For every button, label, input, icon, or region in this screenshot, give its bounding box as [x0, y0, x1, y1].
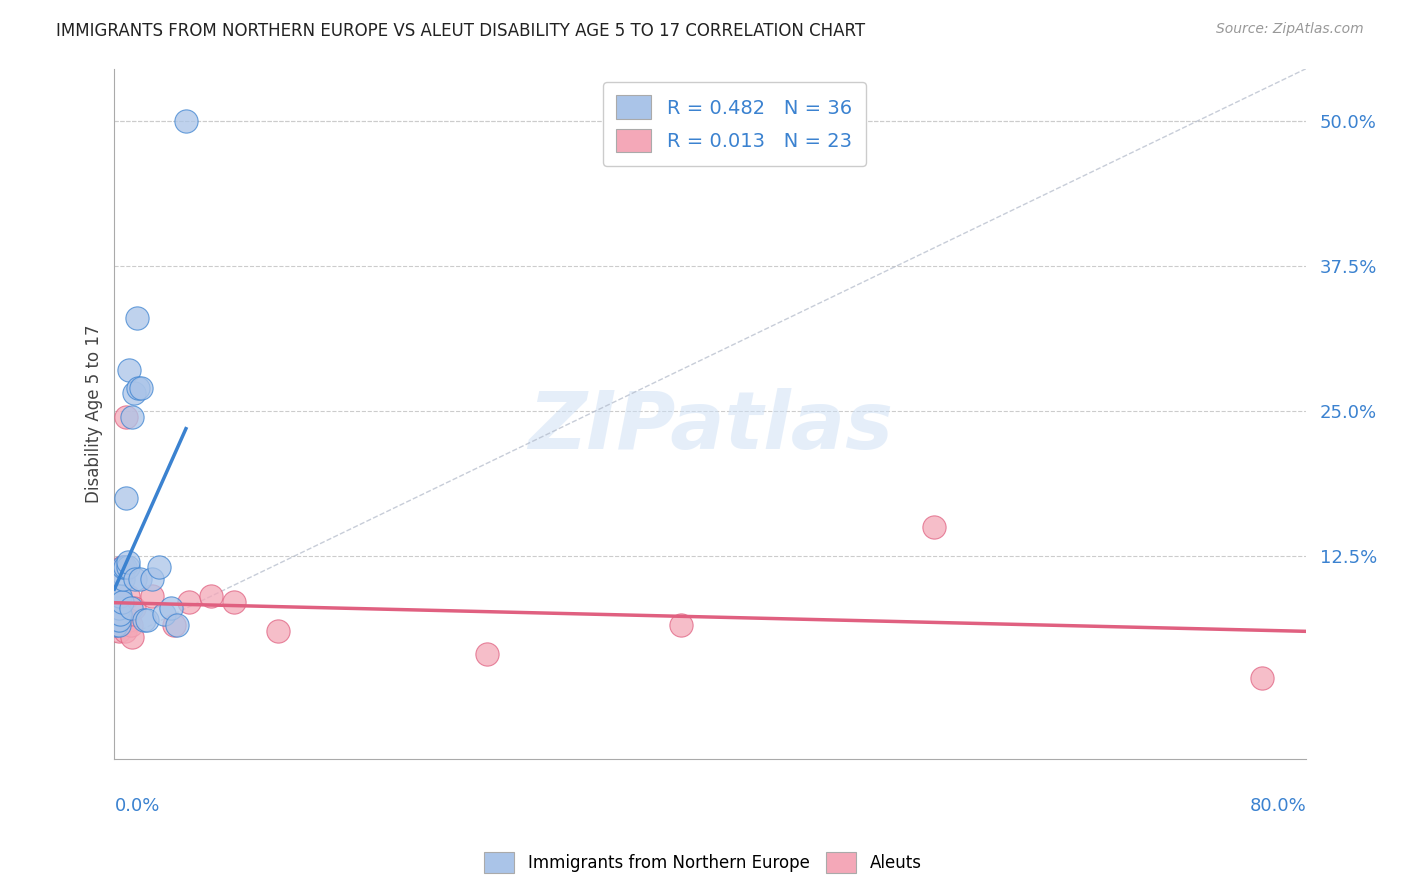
- Legend: Immigrants from Northern Europe, Aleuts: Immigrants from Northern Europe, Aleuts: [478, 846, 928, 880]
- Point: [105, 618, 128, 632]
- Point: [111, 560, 134, 574]
- Point: [108, 601, 131, 615]
- Point: [174, 113, 197, 128]
- Point: [120, 618, 142, 632]
- Point: [112, 572, 135, 586]
- Legend: R = 0.482   N = 36, R = 0.013   N = 23: R = 0.482 N = 36, R = 0.013 N = 23: [603, 82, 866, 166]
- Point: [1250, 671, 1272, 685]
- Point: [111, 595, 134, 609]
- Point: [129, 380, 152, 394]
- Point: [112, 613, 135, 627]
- Text: ZIPatlas: ZIPatlas: [527, 388, 893, 467]
- Point: [267, 624, 290, 639]
- Point: [105, 601, 128, 615]
- Point: [160, 601, 183, 615]
- Y-axis label: Disability Age 5 to 17: Disability Age 5 to 17: [86, 325, 103, 503]
- Point: [108, 618, 131, 632]
- Point: [108, 590, 131, 604]
- Point: [110, 590, 132, 604]
- Point: [669, 618, 692, 632]
- Point: [117, 590, 139, 604]
- Point: [121, 630, 143, 644]
- Point: [177, 595, 200, 609]
- Point: [111, 566, 134, 581]
- Point: [125, 310, 148, 325]
- Text: Source: ZipAtlas.com: Source: ZipAtlas.com: [1216, 22, 1364, 37]
- Point: [200, 590, 222, 604]
- Point: [115, 491, 138, 505]
- Point: [112, 560, 135, 574]
- Point: [136, 613, 159, 627]
- Point: [121, 409, 143, 424]
- Text: 0.0%: 0.0%: [114, 797, 160, 814]
- Point: [222, 595, 245, 609]
- Text: 80.0%: 80.0%: [1250, 797, 1306, 814]
- Point: [110, 607, 132, 621]
- Point: [163, 618, 186, 632]
- Point: [124, 572, 146, 586]
- Point: [114, 624, 136, 639]
- Point: [152, 607, 174, 621]
- Point: [922, 520, 945, 534]
- Point: [127, 380, 149, 394]
- Point: [105, 607, 128, 621]
- Point: [475, 648, 498, 662]
- Point: [134, 613, 156, 627]
- Point: [108, 624, 131, 639]
- Point: [105, 613, 128, 627]
- Point: [110, 607, 132, 621]
- Point: [141, 590, 163, 604]
- Point: [117, 560, 139, 574]
- Point: [122, 601, 145, 615]
- Text: IMMIGRANTS FROM NORTHERN EUROPE VS ALEUT DISABILITY AGE 5 TO 17 CORRELATION CHAR: IMMIGRANTS FROM NORTHERN EUROPE VS ALEUT…: [56, 22, 865, 40]
- Point: [122, 386, 145, 401]
- Point: [166, 618, 188, 632]
- Point: [118, 363, 141, 377]
- Point: [120, 601, 142, 615]
- Point: [148, 560, 170, 574]
- Point: [141, 572, 163, 586]
- Point: [104, 607, 127, 621]
- Point: [104, 618, 127, 632]
- Point: [114, 560, 136, 574]
- Point: [104, 613, 127, 627]
- Point: [108, 613, 131, 627]
- Point: [117, 555, 139, 569]
- Point: [115, 409, 138, 424]
- Point: [128, 572, 150, 586]
- Point: [118, 613, 141, 627]
